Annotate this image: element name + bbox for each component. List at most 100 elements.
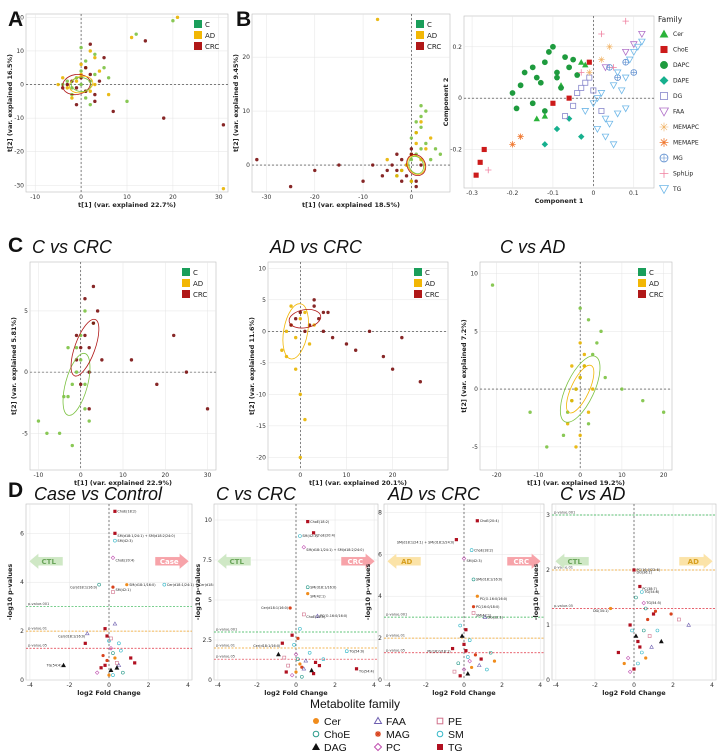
- data-point-dapc: [546, 49, 552, 55]
- volcano-point-sm: [344, 649, 349, 654]
- point-annotation: SM(42:1): [310, 594, 326, 598]
- data-point-crc: [143, 39, 148, 43]
- point-annotation: TG(54:5): [645, 601, 662, 605]
- point-annotation: PE(16:0/18:1): [427, 649, 451, 653]
- data-point-crc: [409, 147, 414, 151]
- data-point-crc: [205, 407, 210, 411]
- volcano-point-cer: [608, 606, 613, 611]
- volcano-point-sm: [321, 657, 326, 662]
- y-tick-label: 2: [378, 635, 382, 642]
- arrow-right: [506, 552, 542, 570]
- volcano-point-pe: [282, 655, 287, 660]
- volcano-point-cer: [107, 673, 111, 677]
- family-legend-label-mg: MG: [673, 155, 683, 162]
- data-point-c: [438, 152, 443, 156]
- legend-label-crc: CRC: [649, 291, 663, 299]
- data-point-c: [490, 283, 495, 287]
- x-axis-label: Component 1: [535, 197, 584, 205]
- volcano-point-pc: [293, 652, 299, 657]
- x-tick-label: 0: [107, 682, 111, 689]
- data-point-c: [36, 419, 41, 423]
- data-point-c: [419, 103, 423, 108]
- point-annotation: Cer(d18:1/16:0): [58, 634, 86, 638]
- arrow-left: [554, 552, 590, 570]
- volcano-point-tg: [628, 623, 632, 627]
- threshold-label: p-value.01: [28, 627, 47, 631]
- x-tick-label: -20: [492, 472, 502, 479]
- data-point-crc: [330, 335, 335, 340]
- volcano-point-cer: [306, 592, 310, 596]
- y-tick-label: 10: [242, 108, 250, 115]
- volcano-point-cer: [644, 656, 648, 660]
- y-tick-label: 0: [378, 677, 382, 684]
- data-point-choe: [566, 95, 572, 101]
- volcano-point-choe: [111, 651, 115, 655]
- volcano-point-pe: [115, 661, 119, 665]
- y-tick-label: 0: [20, 82, 24, 89]
- volcano-point-tg: [464, 649, 468, 653]
- data-point-c: [66, 345, 70, 350]
- chart-b1: -30 -20 -10 0 0 10 20 t[1] (var. explained 18.5…: [232, 13, 451, 209]
- point-annotation: TG(54:4): [46, 664, 63, 668]
- legend-label-c: C: [205, 21, 210, 29]
- data-point-crc: [380, 174, 385, 178]
- volcano-point-pc: [94, 670, 100, 675]
- data-point-c: [70, 382, 74, 387]
- data-point-faa: [601, 64, 610, 72]
- y-tick-label: 10: [16, 48, 24, 55]
- volcano-point-sm: [655, 628, 660, 633]
- data-point-tg: [617, 87, 626, 95]
- data-point-c: [171, 19, 175, 23]
- point-annotation: ChoE(18:2): [117, 510, 137, 514]
- arrow-left-label: CTL: [568, 558, 583, 566]
- confidence-ellipse: [288, 309, 322, 329]
- title-d-ad-vs-crc: AD vs CRC: [387, 484, 481, 504]
- data-point-cer: [582, 61, 589, 68]
- y-axis-label: Component 2: [442, 78, 450, 127]
- y-axis-label: -log10 p-values: [364, 564, 372, 621]
- volcano-point-faa: [482, 614, 488, 619]
- volcano-point-sm: [111, 673, 115, 677]
- volcano-point-sm: [117, 641, 121, 646]
- volcano-point-sm: [107, 639, 111, 643]
- threshold-label: p-value.001: [386, 613, 407, 617]
- data-point-ad: [175, 15, 180, 20]
- y-tick-label: 20: [16, 14, 24, 21]
- plot-frame: [463, 15, 655, 189]
- legend-label-ad: AD: [193, 280, 203, 288]
- legend-label-c: C: [193, 269, 198, 277]
- data-point-crc: [312, 304, 316, 308]
- volcano-point-mag: [473, 653, 478, 657]
- volcano-point-tg: [113, 509, 117, 513]
- data-point-ad: [590, 387, 595, 391]
- data-point-c: [414, 120, 418, 124]
- data-point-choe: [586, 59, 592, 65]
- volcano-point-faa: [112, 621, 118, 626]
- volcano-point-pc: [641, 600, 646, 606]
- panel-letter-a: A: [8, 8, 23, 31]
- volcano-point-tg: [306, 520, 310, 524]
- x-axis-label: log2 Fold Change: [77, 689, 141, 697]
- data-point-c: [590, 352, 595, 357]
- x-tick-label: 0: [591, 190, 595, 197]
- volcano-point-tg: [99, 666, 103, 670]
- volcano-point-pc: [461, 667, 467, 672]
- volcano-point-tg: [83, 641, 87, 645]
- volcano-point-tg: [311, 531, 316, 535]
- data-point-dg: [582, 79, 589, 86]
- legend-swatch-crc: [416, 42, 424, 50]
- x-tick-label: -0.1: [547, 190, 559, 197]
- x-tick-label: 4: [186, 682, 190, 689]
- data-point-crc: [74, 333, 79, 338]
- data-point-c: [424, 141, 428, 146]
- data-point-c: [74, 370, 79, 374]
- data-point-dapc: [562, 54, 568, 60]
- volcano-point-choe: [488, 650, 493, 655]
- family-legend: Family Cer ChoE DAPC DAPE DG FAA MEMAPC MEMAPE M…: [658, 15, 699, 195]
- data-point-c: [83, 96, 88, 100]
- data-point-sphlip: [610, 64, 617, 71]
- legend-swatch-c: [638, 268, 646, 276]
- data-point-crc: [184, 370, 189, 374]
- data-point-crc: [321, 329, 326, 334]
- volcano-point-faa: [84, 631, 90, 636]
